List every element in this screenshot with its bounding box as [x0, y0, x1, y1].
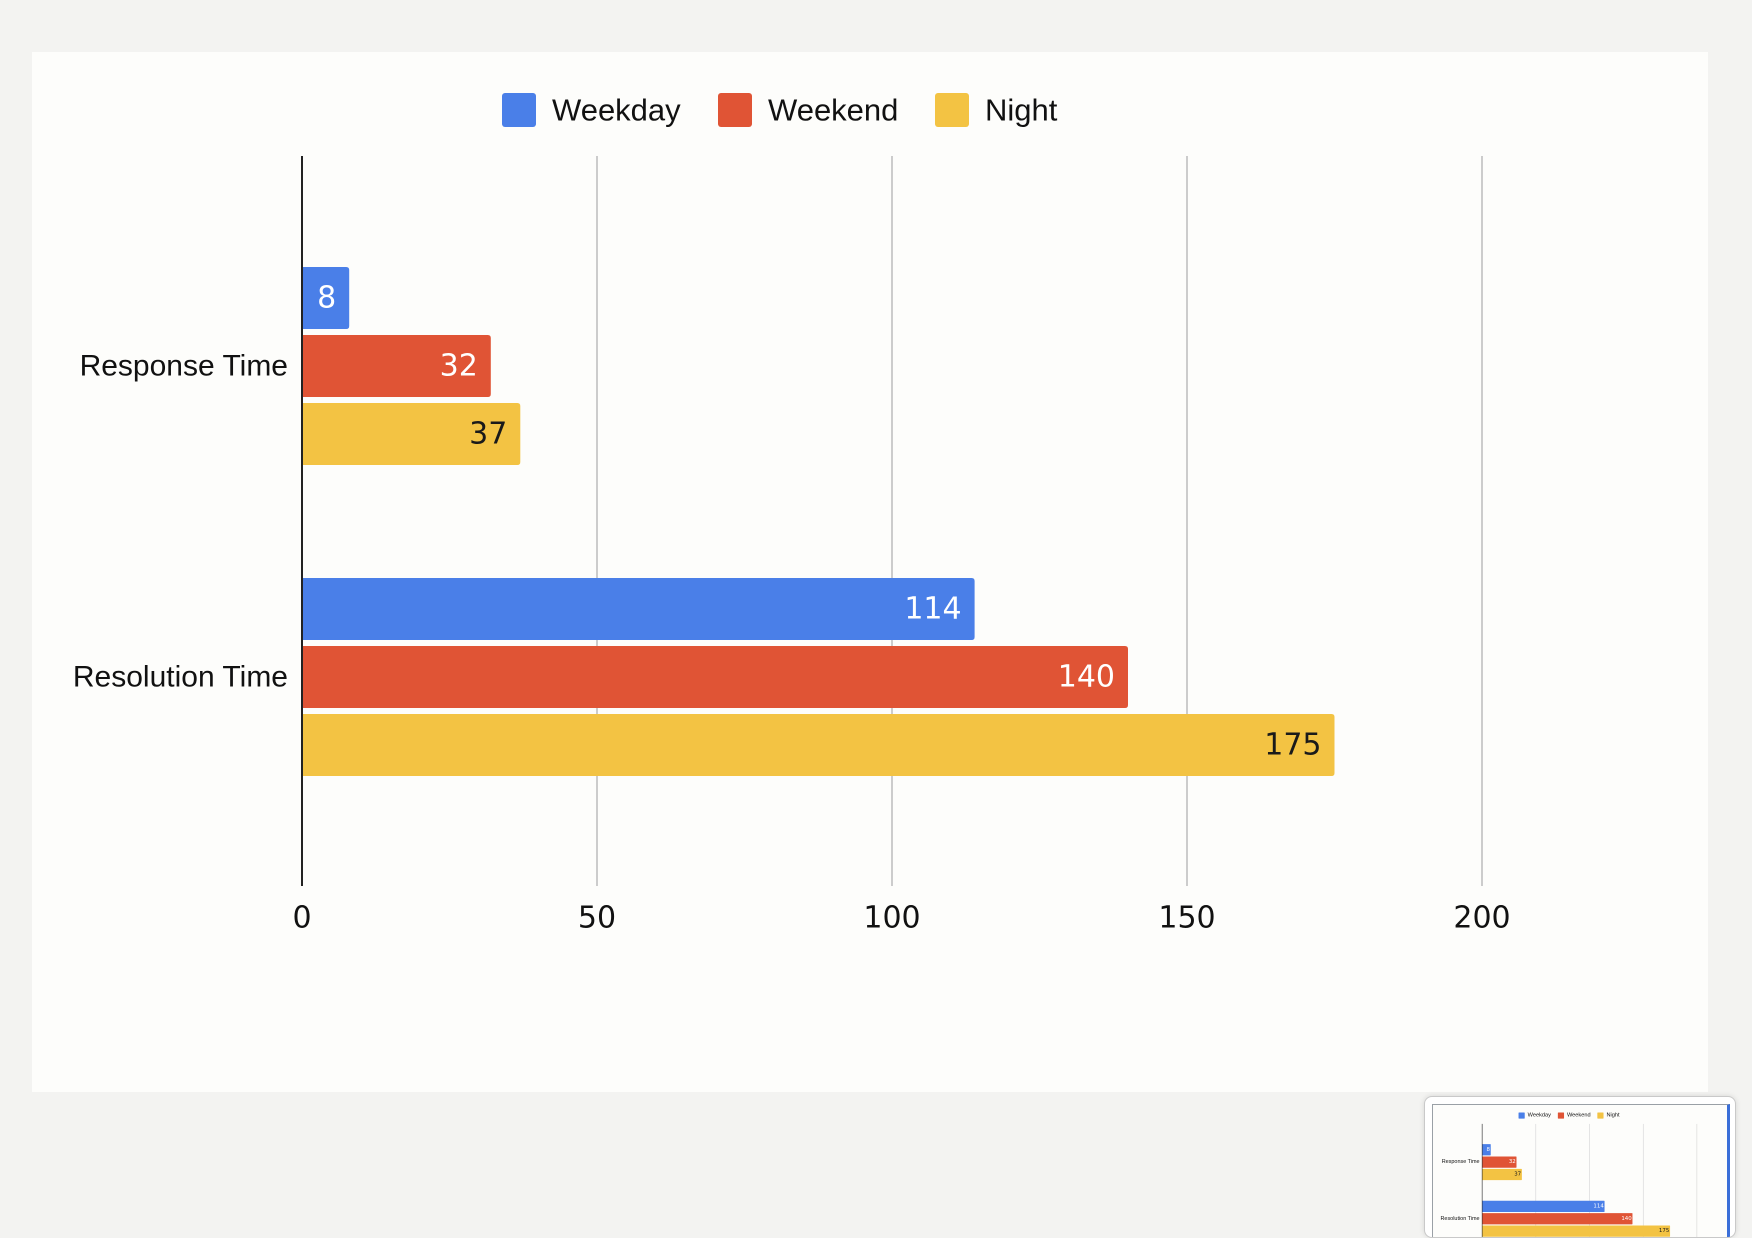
- x-tick-label: 150: [1158, 901, 1215, 936]
- bar: [302, 646, 1128, 708]
- legend-label-weekday: Weekday: [552, 93, 681, 128]
- x-tick-label: 50: [578, 901, 616, 936]
- x-tick-label: 100: [863, 901, 920, 936]
- data-label: 37: [1514, 1172, 1521, 1178]
- data-label: 140: [1058, 660, 1115, 695]
- legend-swatch-weekend: [1557, 1112, 1565, 1119]
- legend-label-weekday: Weekday: [1528, 1113, 1552, 1119]
- data-label: 32: [440, 349, 478, 384]
- data-label: 114: [1593, 1203, 1604, 1209]
- data-label: 32: [1509, 1159, 1516, 1165]
- legend-swatch-night: [935, 93, 969, 127]
- slide-thumbnail[interactable]: 8 32 37 Response Time 114 140 175 Resolution Ti…: [1424, 1096, 1736, 1238]
- data-label: 175: [1264, 728, 1321, 763]
- category-label: Resolution Time: [73, 661, 288, 694]
- category-label: Response Time: [80, 350, 288, 383]
- data-label: 8: [1487, 1147, 1491, 1153]
- legend-swatch-night: [1597, 1112, 1604, 1119]
- bar: [1482, 1144, 1491, 1156]
- data-label: 8: [317, 281, 336, 316]
- category-label: Resolution Time: [1440, 1216, 1479, 1222]
- legend-label-night: Night: [985, 93, 1058, 128]
- thumbnail-chart: 8 32 37 Response Time 114 140 175 Resolution Ti…: [1440, 1112, 1698, 1237]
- legend-swatch-weekday: [502, 93, 536, 127]
- bar: [302, 335, 491, 397]
- bar: [1482, 1168, 1522, 1181]
- bar: [1482, 1225, 1671, 1237]
- legend-swatch-weekend: [718, 93, 752, 127]
- bar: [302, 267, 350, 329]
- bar: [302, 578, 975, 640]
- bar: [1482, 1200, 1605, 1213]
- data-label: 37: [469, 417, 507, 452]
- bar: [302, 714, 1335, 776]
- legend-label-weekend: Weekend: [1567, 1113, 1591, 1119]
- data-label: 140: [1621, 1216, 1632, 1222]
- bar: [1482, 1156, 1517, 1168]
- main-chart: 8 32 37 Response Time 114 140 175 Resolution Ti…: [73, 93, 1511, 936]
- data-label: 175: [1659, 1228, 1669, 1234]
- category-label: Response Time: [1442, 1159, 1480, 1165]
- data-label: 114: [904, 592, 961, 627]
- legend-swatch-weekday: [1518, 1112, 1525, 1119]
- legend-label-night: Night: [1606, 1113, 1620, 1119]
- x-tick-label: 0: [292, 901, 311, 936]
- bar: [1482, 1213, 1633, 1225]
- legend-label-weekend: Weekend: [768, 93, 898, 128]
- chart-card: 8 32 37 Response Time 114 140 175 Resolution Ti…: [32, 52, 1708, 1092]
- bar: [302, 403, 521, 465]
- x-tick-label: 200: [1453, 901, 1510, 936]
